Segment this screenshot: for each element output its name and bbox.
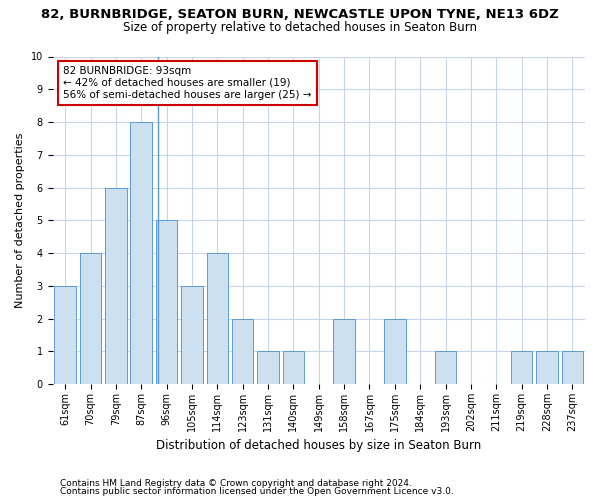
- Text: 82 BURNBRIDGE: 93sqm
← 42% of detached houses are smaller (19)
56% of semi-detac: 82 BURNBRIDGE: 93sqm ← 42% of detached h…: [63, 66, 311, 100]
- X-axis label: Distribution of detached houses by size in Seaton Burn: Distribution of detached houses by size …: [156, 440, 481, 452]
- Bar: [334, 318, 355, 384]
- Bar: [156, 220, 178, 384]
- Bar: [435, 352, 457, 384]
- Bar: [283, 352, 304, 384]
- Bar: [536, 352, 558, 384]
- Text: Contains HM Land Registry data © Crown copyright and database right 2024.: Contains HM Land Registry data © Crown c…: [60, 478, 412, 488]
- Text: Contains public sector information licensed under the Open Government Licence v3: Contains public sector information licen…: [60, 487, 454, 496]
- Bar: [80, 253, 101, 384]
- Text: 82, BURNBRIDGE, SEATON BURN, NEWCASTLE UPON TYNE, NE13 6DZ: 82, BURNBRIDGE, SEATON BURN, NEWCASTLE U…: [41, 8, 559, 20]
- Bar: [562, 352, 583, 384]
- Bar: [105, 188, 127, 384]
- Bar: [511, 352, 532, 384]
- Text: Size of property relative to detached houses in Seaton Burn: Size of property relative to detached ho…: [123, 21, 477, 34]
- Y-axis label: Number of detached properties: Number of detached properties: [15, 132, 25, 308]
- Bar: [232, 318, 253, 384]
- Bar: [206, 253, 228, 384]
- Bar: [384, 318, 406, 384]
- Bar: [257, 352, 279, 384]
- Bar: [181, 286, 203, 384]
- Bar: [130, 122, 152, 384]
- Bar: [55, 286, 76, 384]
